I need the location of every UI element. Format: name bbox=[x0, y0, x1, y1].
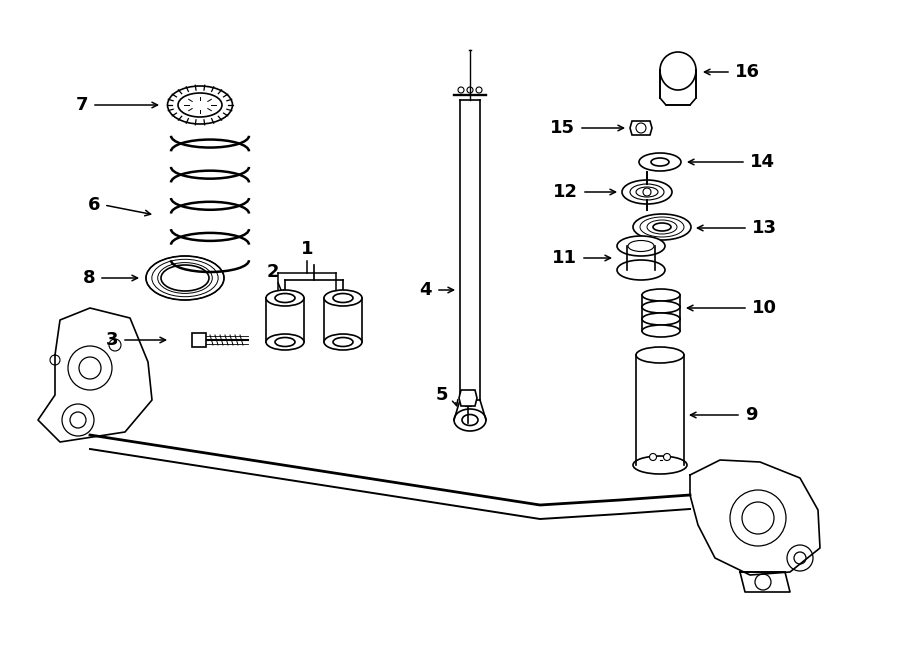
Circle shape bbox=[50, 355, 60, 365]
Ellipse shape bbox=[640, 217, 684, 237]
Text: 6: 6 bbox=[87, 196, 100, 214]
Ellipse shape bbox=[642, 325, 680, 337]
Ellipse shape bbox=[617, 260, 665, 280]
Bar bbox=[642, 295, 680, 307]
Circle shape bbox=[476, 87, 482, 93]
Ellipse shape bbox=[633, 456, 687, 474]
Ellipse shape bbox=[333, 338, 353, 346]
Text: 13: 13 bbox=[752, 219, 777, 237]
Text: 11: 11 bbox=[552, 249, 577, 267]
Ellipse shape bbox=[266, 290, 304, 306]
Bar bbox=[642, 307, 680, 319]
Circle shape bbox=[730, 490, 786, 546]
Circle shape bbox=[458, 87, 464, 93]
Polygon shape bbox=[192, 333, 206, 347]
Ellipse shape bbox=[639, 153, 681, 171]
Ellipse shape bbox=[647, 220, 677, 234]
Ellipse shape bbox=[324, 334, 362, 350]
Bar bbox=[642, 319, 680, 331]
Ellipse shape bbox=[333, 293, 353, 303]
Ellipse shape bbox=[146, 256, 224, 300]
Ellipse shape bbox=[178, 93, 222, 117]
Text: 9: 9 bbox=[745, 406, 758, 424]
Polygon shape bbox=[630, 121, 652, 135]
Ellipse shape bbox=[651, 158, 669, 166]
Text: 2: 2 bbox=[266, 263, 279, 281]
Text: 12: 12 bbox=[553, 183, 578, 201]
Ellipse shape bbox=[462, 414, 478, 426]
Ellipse shape bbox=[633, 214, 691, 240]
Ellipse shape bbox=[636, 347, 684, 363]
Text: 4: 4 bbox=[419, 281, 432, 299]
Polygon shape bbox=[459, 390, 477, 406]
Text: 1: 1 bbox=[301, 240, 313, 258]
Ellipse shape bbox=[628, 241, 654, 251]
Ellipse shape bbox=[161, 265, 209, 291]
Circle shape bbox=[742, 502, 774, 534]
Ellipse shape bbox=[642, 289, 680, 301]
Text: 16: 16 bbox=[735, 63, 760, 81]
Circle shape bbox=[62, 404, 94, 436]
Ellipse shape bbox=[653, 223, 671, 231]
Circle shape bbox=[663, 453, 670, 461]
Circle shape bbox=[794, 552, 806, 564]
Text: 15: 15 bbox=[550, 119, 575, 137]
Ellipse shape bbox=[324, 290, 362, 306]
Circle shape bbox=[79, 357, 101, 379]
Text: 8: 8 bbox=[83, 269, 95, 287]
Circle shape bbox=[650, 453, 656, 461]
Text: 10: 10 bbox=[752, 299, 777, 317]
Circle shape bbox=[636, 123, 646, 133]
Text: 7: 7 bbox=[76, 96, 88, 114]
Circle shape bbox=[467, 87, 473, 93]
Ellipse shape bbox=[642, 301, 680, 313]
Circle shape bbox=[109, 339, 121, 351]
Text: 3: 3 bbox=[105, 331, 118, 349]
Ellipse shape bbox=[275, 338, 295, 346]
Circle shape bbox=[68, 346, 112, 390]
Ellipse shape bbox=[630, 184, 664, 200]
Ellipse shape bbox=[617, 236, 665, 256]
Ellipse shape bbox=[167, 86, 232, 124]
Circle shape bbox=[787, 545, 813, 571]
Ellipse shape bbox=[454, 409, 486, 431]
Text: 14: 14 bbox=[750, 153, 775, 171]
Circle shape bbox=[643, 188, 651, 196]
Ellipse shape bbox=[636, 187, 658, 197]
Ellipse shape bbox=[642, 313, 680, 325]
Ellipse shape bbox=[622, 180, 672, 204]
Circle shape bbox=[755, 574, 771, 590]
Ellipse shape bbox=[266, 334, 304, 350]
Ellipse shape bbox=[275, 293, 295, 303]
Circle shape bbox=[70, 412, 86, 428]
Text: 5: 5 bbox=[436, 386, 448, 404]
